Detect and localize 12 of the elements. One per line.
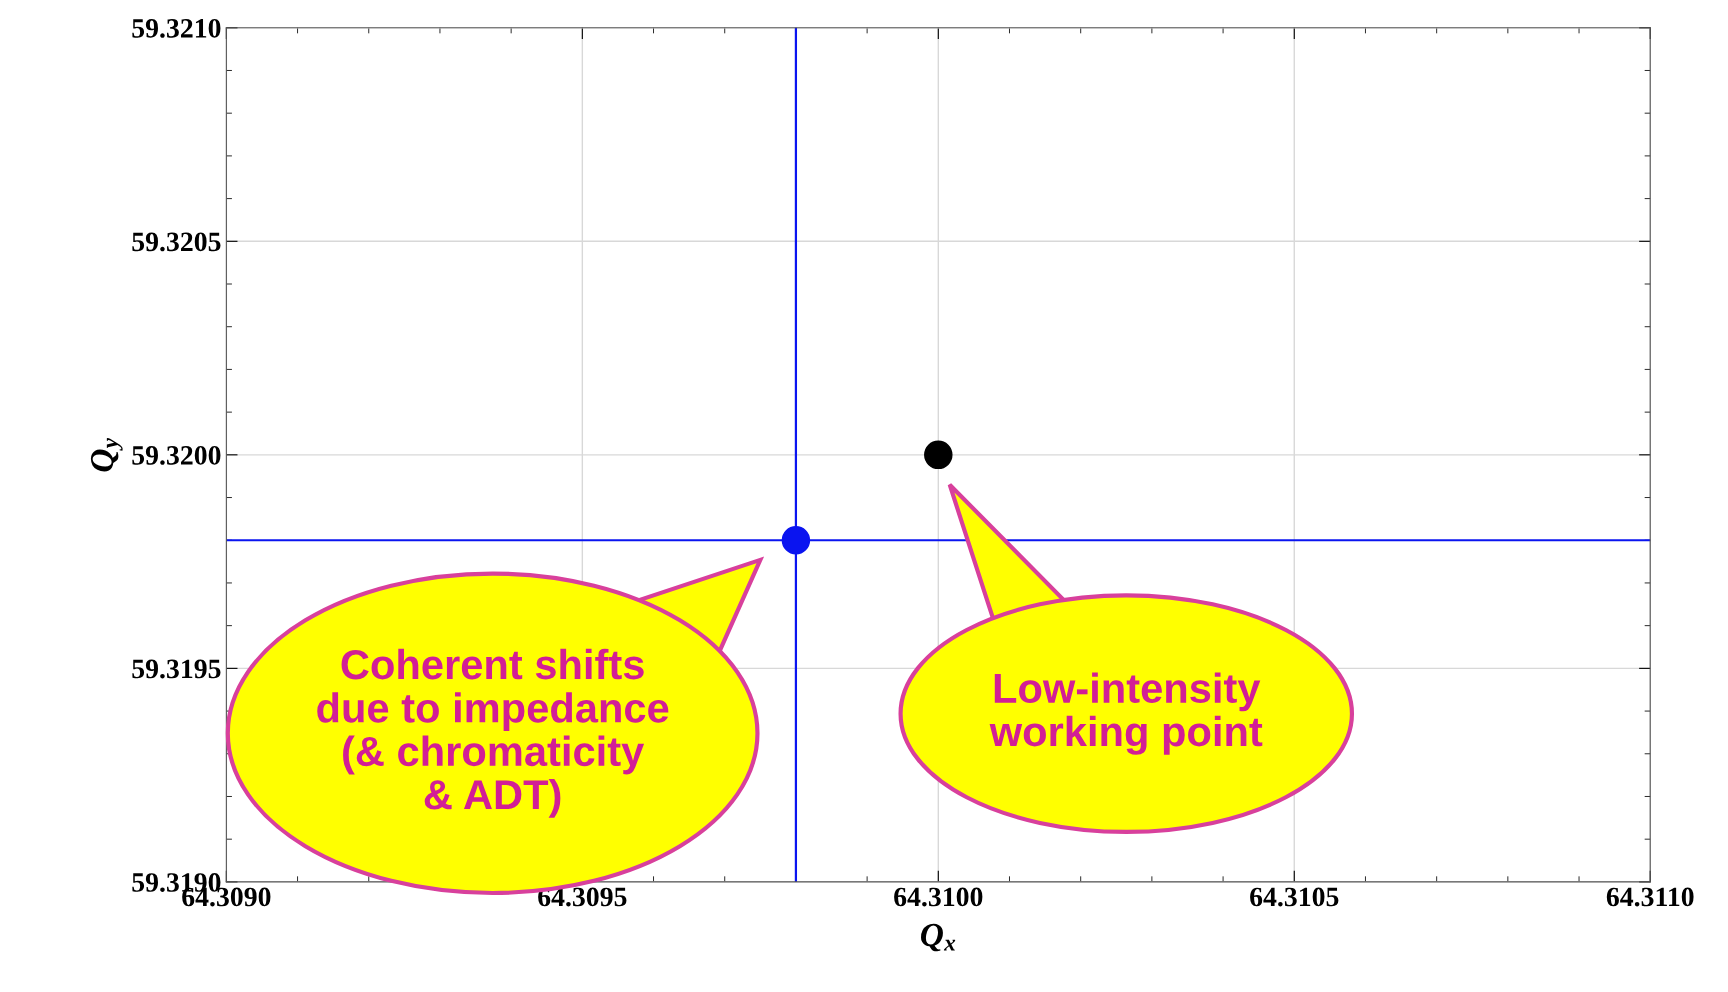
annotation: Low-intensity working point bbox=[989, 672, 1263, 755]
annotation: Coherent shifts due to impedance (& chromaticity & ADT) bbox=[317, 648, 669, 818]
x-tick-label: 64.3100 bbox=[894, 887, 983, 907]
y-tick-label: 59.3205 bbox=[132, 232, 221, 252]
y-tick-label: 59.3210 bbox=[132, 18, 221, 38]
y-tick-label: 59.3195 bbox=[132, 659, 221, 679]
y-tick-label: 59.3200 bbox=[132, 446, 221, 465]
y-axis-title: Q$_{y}$ bbox=[90, 437, 123, 472]
x-axis-title: Q$_{x}$ bbox=[921, 923, 956, 952]
x-tick-label: 64.3110 bbox=[1606, 887, 1694, 907]
x-tick-label: 64.3105 bbox=[1250, 887, 1339, 907]
x-tick-label: 64.3095 bbox=[538, 887, 627, 907]
